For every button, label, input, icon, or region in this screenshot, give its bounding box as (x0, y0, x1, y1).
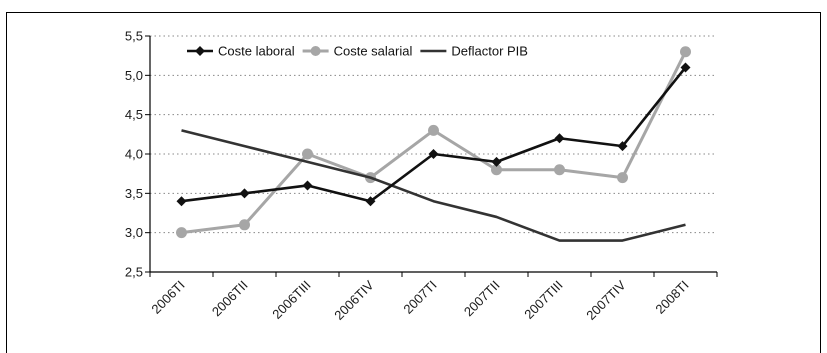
legend-label: Coste laboral (218, 44, 295, 59)
series-coste-salarial (176, 46, 691, 239)
y-tick-label: 5,0 (125, 68, 143, 83)
series-deflactor-pib (181, 129, 686, 242)
y-tick-label: 2,5 (125, 265, 143, 280)
data-point (554, 164, 565, 176)
data-point (239, 188, 250, 199)
data-point (302, 148, 313, 160)
legend: Coste laboral Coste salarial Deflactor PIB (187, 44, 528, 59)
series-line (181, 129, 686, 242)
data-point (617, 172, 628, 184)
data-point (428, 124, 439, 136)
data-point (491, 156, 502, 167)
data-point (554, 133, 565, 144)
series-coste-laboral (176, 62, 691, 207)
data-point (680, 46, 691, 58)
y-tick-label: 4,5 (125, 107, 143, 122)
data-point (239, 219, 250, 231)
series-lines (176, 46, 691, 242)
y-tick-label: 5,5 (125, 29, 143, 44)
legend-item: Coste salarial (302, 44, 413, 59)
data-point (176, 227, 187, 239)
legend-label: Deflactor PIB (451, 44, 528, 59)
data-point (428, 149, 439, 159)
legend-marker (310, 46, 321, 56)
legend-marker (195, 46, 205, 56)
y-tick-label: 3,5 (125, 186, 143, 201)
data-point (365, 196, 376, 207)
data-point (302, 180, 313, 191)
data-point (680, 62, 691, 73)
y-tick-label: 4,0 (125, 147, 143, 162)
legend-item: Deflactor PIB (420, 44, 528, 59)
legend-label: Coste salarial (334, 44, 413, 59)
data-point (176, 196, 187, 207)
data-point (491, 164, 502, 176)
legend-item: Coste laboral (187, 44, 295, 59)
data-point (617, 141, 628, 152)
y-tick-label: 3,0 (125, 225, 143, 240)
